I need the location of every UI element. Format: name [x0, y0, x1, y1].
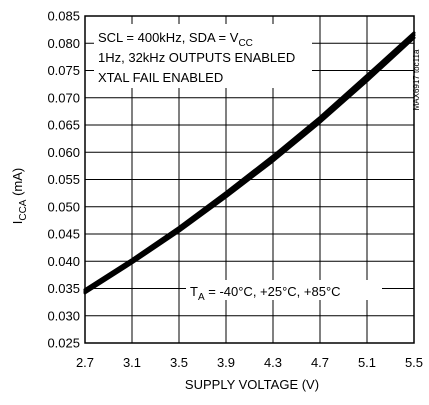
y-tick-label: 0.035 [47, 281, 80, 296]
x-tick-label: 3.9 [217, 355, 235, 370]
condition-line-1: SCL = 400kHz, SDA = VCC [98, 30, 253, 49]
x-axis-label: SUPPLY VOLTAGE (V) [185, 377, 319, 392]
y-tick-label: 0.050 [47, 199, 80, 214]
temperature-annotation: TA = -40°C, +25°C, +85°C [186, 280, 382, 303]
figure-id-label: MAX6917 toc11a [412, 49, 421, 110]
y-tick-label: 0.030 [47, 308, 80, 323]
y-tick-label: 0.075 [47, 63, 80, 78]
y-tick-labels: 0.025 0.030 0.035 0.040 0.045 0.050 0.055 0.060… [47, 9, 80, 351]
temperature-label: TA = -40°C, +25°C, +85°C [190, 284, 341, 303]
y-tick-label: 0.055 [47, 172, 80, 187]
conditions-annotation-bg [94, 24, 312, 88]
y-tick-label: 0.025 [47, 336, 80, 351]
series-lines [83, 31, 416, 295]
y-tick-label: 0.070 [47, 90, 80, 105]
y-tick-label: 0.060 [47, 145, 80, 160]
series-line-3 [83, 31, 416, 292]
y-axis-label: ICCA (mA) [10, 168, 29, 225]
conditions-annotation: SCL = 400kHz, SDA = VCC 1Hz, 32kHz OUTPU… [94, 24, 312, 88]
y-tick-label: 0.065 [47, 118, 80, 133]
y-tick-label: 0.085 [47, 9, 80, 24]
condition-line-2: 1Hz, 32kHz OUTPUTS ENABLED [98, 50, 295, 65]
x-tick-label: 2.7 [76, 355, 94, 370]
x-tick-label: 3.5 [170, 355, 188, 370]
y-tick-label: 0.080 [47, 36, 80, 51]
x-tick-label: 4.3 [264, 355, 282, 370]
condition-line-3: XTAL FAIL ENABLED [98, 70, 223, 85]
x-tick-label: 3.1 [123, 355, 141, 370]
y-tick-label: 0.045 [47, 227, 80, 242]
x-tick-label: 5.5 [405, 355, 423, 370]
x-tick-label: 4.7 [311, 355, 329, 370]
plot-frame [84, 15, 415, 344]
y-tick-label: 0.040 [47, 254, 80, 269]
temperature-annotation-bg [186, 280, 382, 300]
x-tick-labels: 2.7 3.1 3.5 3.9 4.3 4.7 5.1 5.5 [76, 355, 423, 370]
x-tick-label: 5.1 [358, 355, 376, 370]
